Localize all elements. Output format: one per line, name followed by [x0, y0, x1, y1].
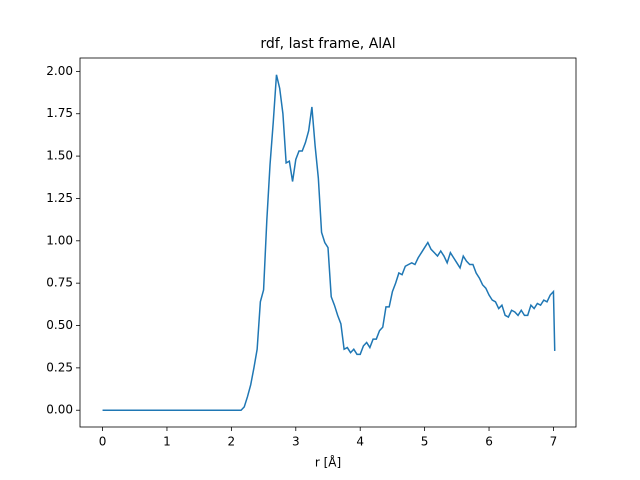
y-tick-label: 1.00	[46, 233, 73, 247]
y-tick-label: 0.25	[46, 360, 73, 374]
y-tick-label: 1.75	[46, 106, 73, 120]
x-tick-label: 4	[356, 435, 364, 449]
x-tick-label: 3	[292, 435, 300, 449]
data-line	[102, 74, 556, 411]
y-tick-label: 0.75	[46, 276, 73, 290]
x-tick-label: 6	[485, 435, 493, 449]
x-tick-label: 1	[163, 435, 171, 449]
y-tick-label: 0.50	[46, 318, 73, 332]
x-tick-label: 5	[421, 435, 429, 449]
axes-frame	[79, 57, 577, 428]
chart-title: rdf, last frame, AlAl	[260, 36, 395, 52]
y-tick-label: 2.00	[46, 64, 73, 78]
y-tick-label: 0.00	[46, 403, 73, 417]
x-tick-label: 2	[228, 435, 236, 449]
x-tick-label: 0	[99, 435, 107, 449]
x-tick-label: 7	[550, 435, 558, 449]
y-tick-label: 1.25	[46, 191, 73, 205]
y-tick-label: 1.50	[46, 149, 73, 163]
x-axis-label: r [Å]	[315, 455, 341, 470]
